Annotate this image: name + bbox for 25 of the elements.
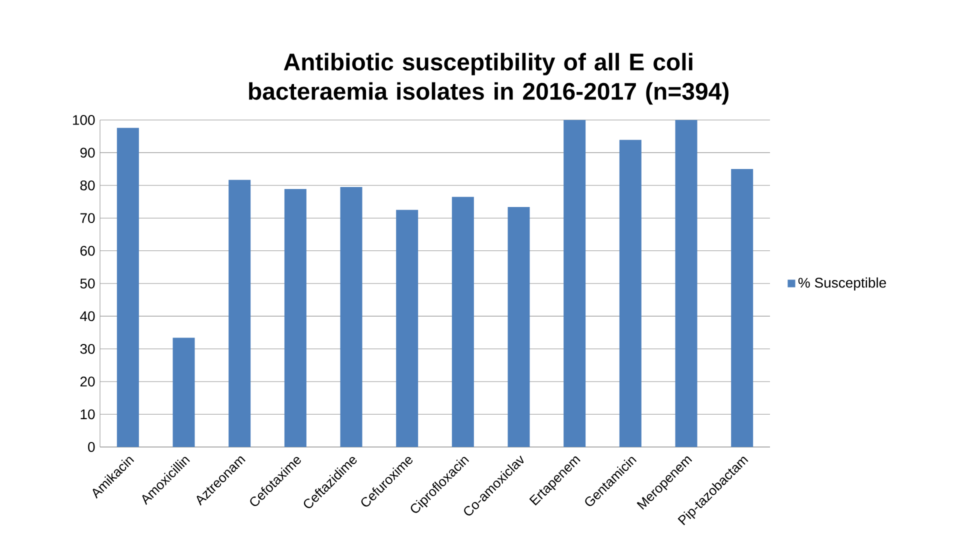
y-tick-label: 0: [88, 442, 95, 452]
bar: [564, 120, 586, 447]
chart-title: Antibiotic susceptibility of all E coli bacteraemia isolates in 2016-2017 (n=394): [249, 52, 728, 105]
y-tick-label: 50: [80, 278, 95, 288]
y-tick-label: 40: [80, 311, 95, 322]
y-tick-label: 60: [80, 246, 95, 256]
bar: [172, 338, 195, 447]
bar: [731, 169, 754, 447]
bar: [452, 196, 474, 447]
bar: [116, 128, 139, 447]
bar: [508, 206, 530, 447]
y-tick-label: 70: [80, 213, 95, 224]
bar: [396, 210, 418, 447]
bar: [675, 120, 698, 447]
bar: [228, 180, 251, 447]
bar: [284, 188, 306, 447]
y-tick-label: 80: [80, 180, 95, 190]
bar: [340, 187, 362, 447]
legend-label: % Susceptible: [798, 277, 886, 290]
bar: [619, 140, 642, 447]
y-tick-label: 10: [80, 409, 95, 420]
y-tick-label: 30: [80, 344, 95, 354]
y-tick-label: 90: [80, 148, 95, 158]
y-tick-label: 100: [73, 115, 95, 125]
y-tick-label: 20: [80, 376, 95, 387]
